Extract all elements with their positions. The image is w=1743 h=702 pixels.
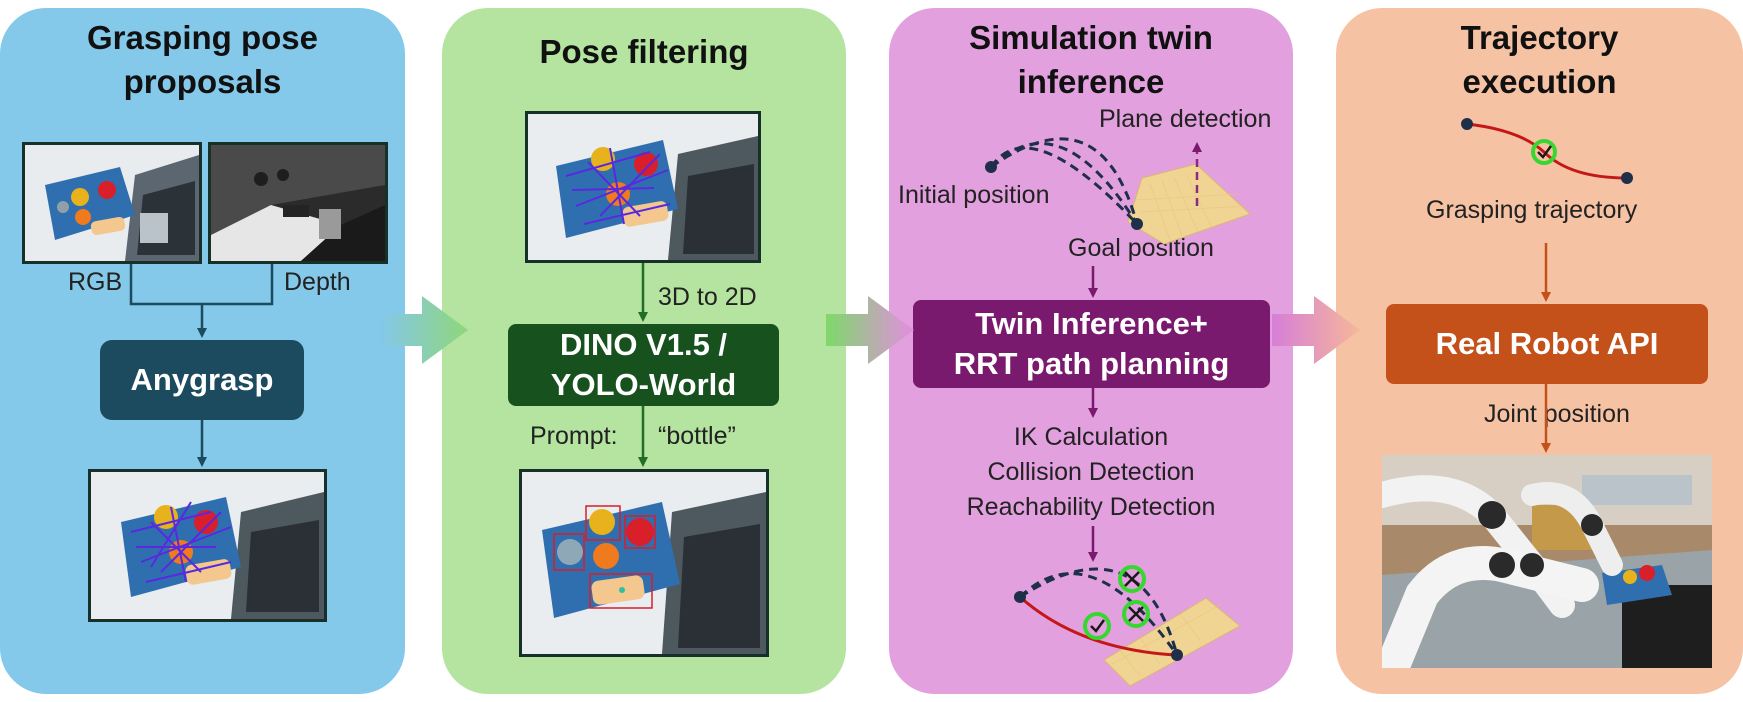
grasping-trajectory-label: Grasping trajectory — [1426, 196, 1638, 224]
trajectory-execution-title: Trajectory execution — [1336, 16, 1743, 104]
plane-detection-label: Plane detection — [1099, 105, 1272, 133]
filtered-poses-image — [525, 111, 761, 263]
grasp-proposals-image — [88, 469, 327, 622]
anygrasp-box: Anygrasp — [100, 340, 304, 420]
trajectory-execution-title-line1: Trajectory — [1460, 19, 1619, 56]
detector-line2: YOLO-World — [550, 367, 737, 402]
prompt-value: “bottle” — [658, 422, 736, 450]
detector-box: DINO V1.5 / YOLO-World — [508, 324, 779, 406]
check-collision: Collision Detection — [987, 458, 1195, 486]
checks-list: IK Calculation Collision Detection Reach… — [889, 420, 1293, 525]
detection-image — [519, 469, 769, 657]
depth-label: Depth — [284, 268, 351, 296]
grasping-pose-title: Grasping pose proposals — [0, 16, 405, 104]
pose-filtering-title: Pose filtering — [539, 33, 749, 70]
rgb-image — [22, 142, 202, 264]
grasping-pose-title-line2: proposals — [123, 63, 282, 100]
twin-inference-line2: RRT path planning — [953, 346, 1230, 381]
simulation-twin-title-line1: Simulation twin — [969, 19, 1213, 56]
prompt-label: Prompt: — [530, 422, 618, 450]
check-ik: IK Calculation — [1013, 423, 1169, 451]
projection-label: 3D to 2D — [658, 283, 757, 311]
depth-image — [208, 142, 388, 264]
joint-position-label: Joint position — [1484, 400, 1630, 428]
real-robot-api-box: Real Robot API — [1386, 304, 1708, 384]
detector-line1: DINO V1.5 / — [559, 327, 728, 362]
simulation-twin-title-line2: inference — [1017, 63, 1165, 100]
real-robot-api-label: Real Robot API — [1435, 326, 1659, 361]
simulation-twin-title: Simulation twin inference — [889, 16, 1293, 104]
check-reachability: Reachability Detection — [966, 493, 1216, 521]
real-robot-image — [1382, 455, 1712, 668]
grasping-pose-title-line1: Grasping pose — [86, 19, 319, 56]
anygrasp-label: Anygrasp — [130, 362, 274, 397]
goal-position-label: Goal position — [1068, 234, 1214, 262]
trajectory-execution-title-line2: execution — [1462, 63, 1617, 100]
rgb-label: RGB — [68, 268, 123, 296]
twin-inference-box: Twin Inference+ RRT path planning — [913, 300, 1270, 388]
initial-position-label: Initial position — [898, 181, 1050, 209]
twin-inference-line1: Twin Inference+ — [975, 306, 1208, 341]
